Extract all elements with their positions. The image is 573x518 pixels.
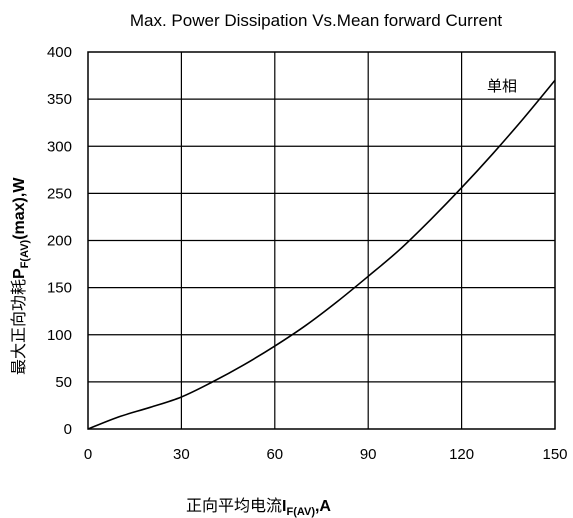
y-tick-label: 200 — [47, 233, 72, 250]
y-tick-label: 100 — [47, 327, 72, 344]
x-tick-label: 150 — [542, 446, 567, 463]
plot-frame — [87, 51, 556, 430]
y-tick-label: 50 — [55, 374, 72, 391]
y-tick-label: 300 — [47, 138, 72, 155]
y-axis-ticks: 0 50 100 150 200 250 300 350 400 — [47, 44, 72, 438]
chart-title: Max. Power Dissipation Vs.Mean forward C… — [130, 11, 503, 30]
single-phase-annotation: 单相 — [487, 77, 517, 95]
x-tick-label: 0 — [84, 446, 92, 463]
y-tick-label: 250 — [47, 185, 72, 202]
x-tick-label: 90 — [360, 446, 377, 463]
y-tick-label: 150 — [47, 280, 72, 297]
y-tick-label: 400 — [47, 44, 72, 61]
x-tick-label: 60 — [266, 446, 283, 463]
grid — [88, 52, 555, 429]
x-axis-label: 正向平均电流IF(AV),A — [186, 497, 331, 518]
series-line — [87, 79, 556, 430]
x-tick-label: 30 — [173, 446, 190, 463]
y-axis-label: 最大正向功耗PF(AV)(max),W — [10, 177, 31, 375]
x-axis-ticks: 0 30 60 90 120 150 — [84, 446, 568, 463]
y-tick-label: 0 — [64, 421, 72, 438]
y-tick-label: 350 — [47, 91, 72, 108]
x-tick-label: 120 — [449, 446, 474, 463]
